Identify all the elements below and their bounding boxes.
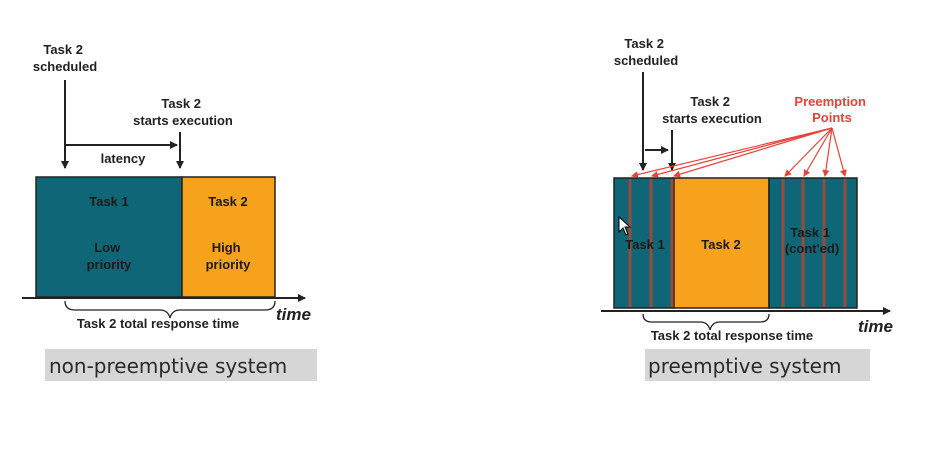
preemption-arrows [631,127,847,179]
task2-label: Task 2 [701,237,741,252]
response-time-label: Task 2 total response time [77,316,239,331]
mouse-cursor-icon [618,215,632,236]
preemption-arrow [651,127,833,178]
preemptive-diagram: Task 2 scheduled Task 2 starts execution… [601,36,893,381]
caption-background [645,349,870,381]
task2-label: Task 2 [208,194,248,209]
caption-non-preemptive: non-preemptive system [49,354,287,378]
task1-box [35,176,183,298]
preemption-points-label: Preemption Points [794,94,869,125]
task2-priority: High priority [206,240,252,272]
task2-scheduled-label: Task 2 scheduled [614,36,678,68]
preemption-arrow [784,127,833,177]
caption-background [45,349,317,381]
response-time-label: Task 2 total response time [651,328,813,343]
time-label: time [276,305,311,324]
task1-box [613,177,675,309]
task1-label: Task 1 [89,194,129,209]
task2-starts-label: Task 2 starts execution [662,94,762,126]
task2-starts-label: Task 2 starts execution [133,96,233,128]
response-time-brace [642,313,770,331]
preemption-stripes [628,179,847,307]
task2-box [673,177,770,309]
preemption-arrow [803,127,833,177]
caption-preemptive: preemptive system [648,354,841,378]
preemption-arrow [631,127,833,179]
response-time-brace [64,300,276,319]
task2-box [181,176,276,298]
latency-label: latency [101,151,147,166]
task1-contd-label: Task 1 (cont'ed) [785,225,839,256]
task2-scheduled-label: Task 2 scheduled [33,42,97,74]
time-label: time [858,317,893,336]
preemption-arrow [831,127,847,177]
task1-label: Task 1 [625,237,665,252]
non-preemptive-diagram: Task 2 scheduled Task 2 starts execution… [22,42,317,381]
preemption-arrow [673,127,833,178]
preemption-arrow [822,127,833,177]
task1-priority: Low priority [87,240,133,272]
